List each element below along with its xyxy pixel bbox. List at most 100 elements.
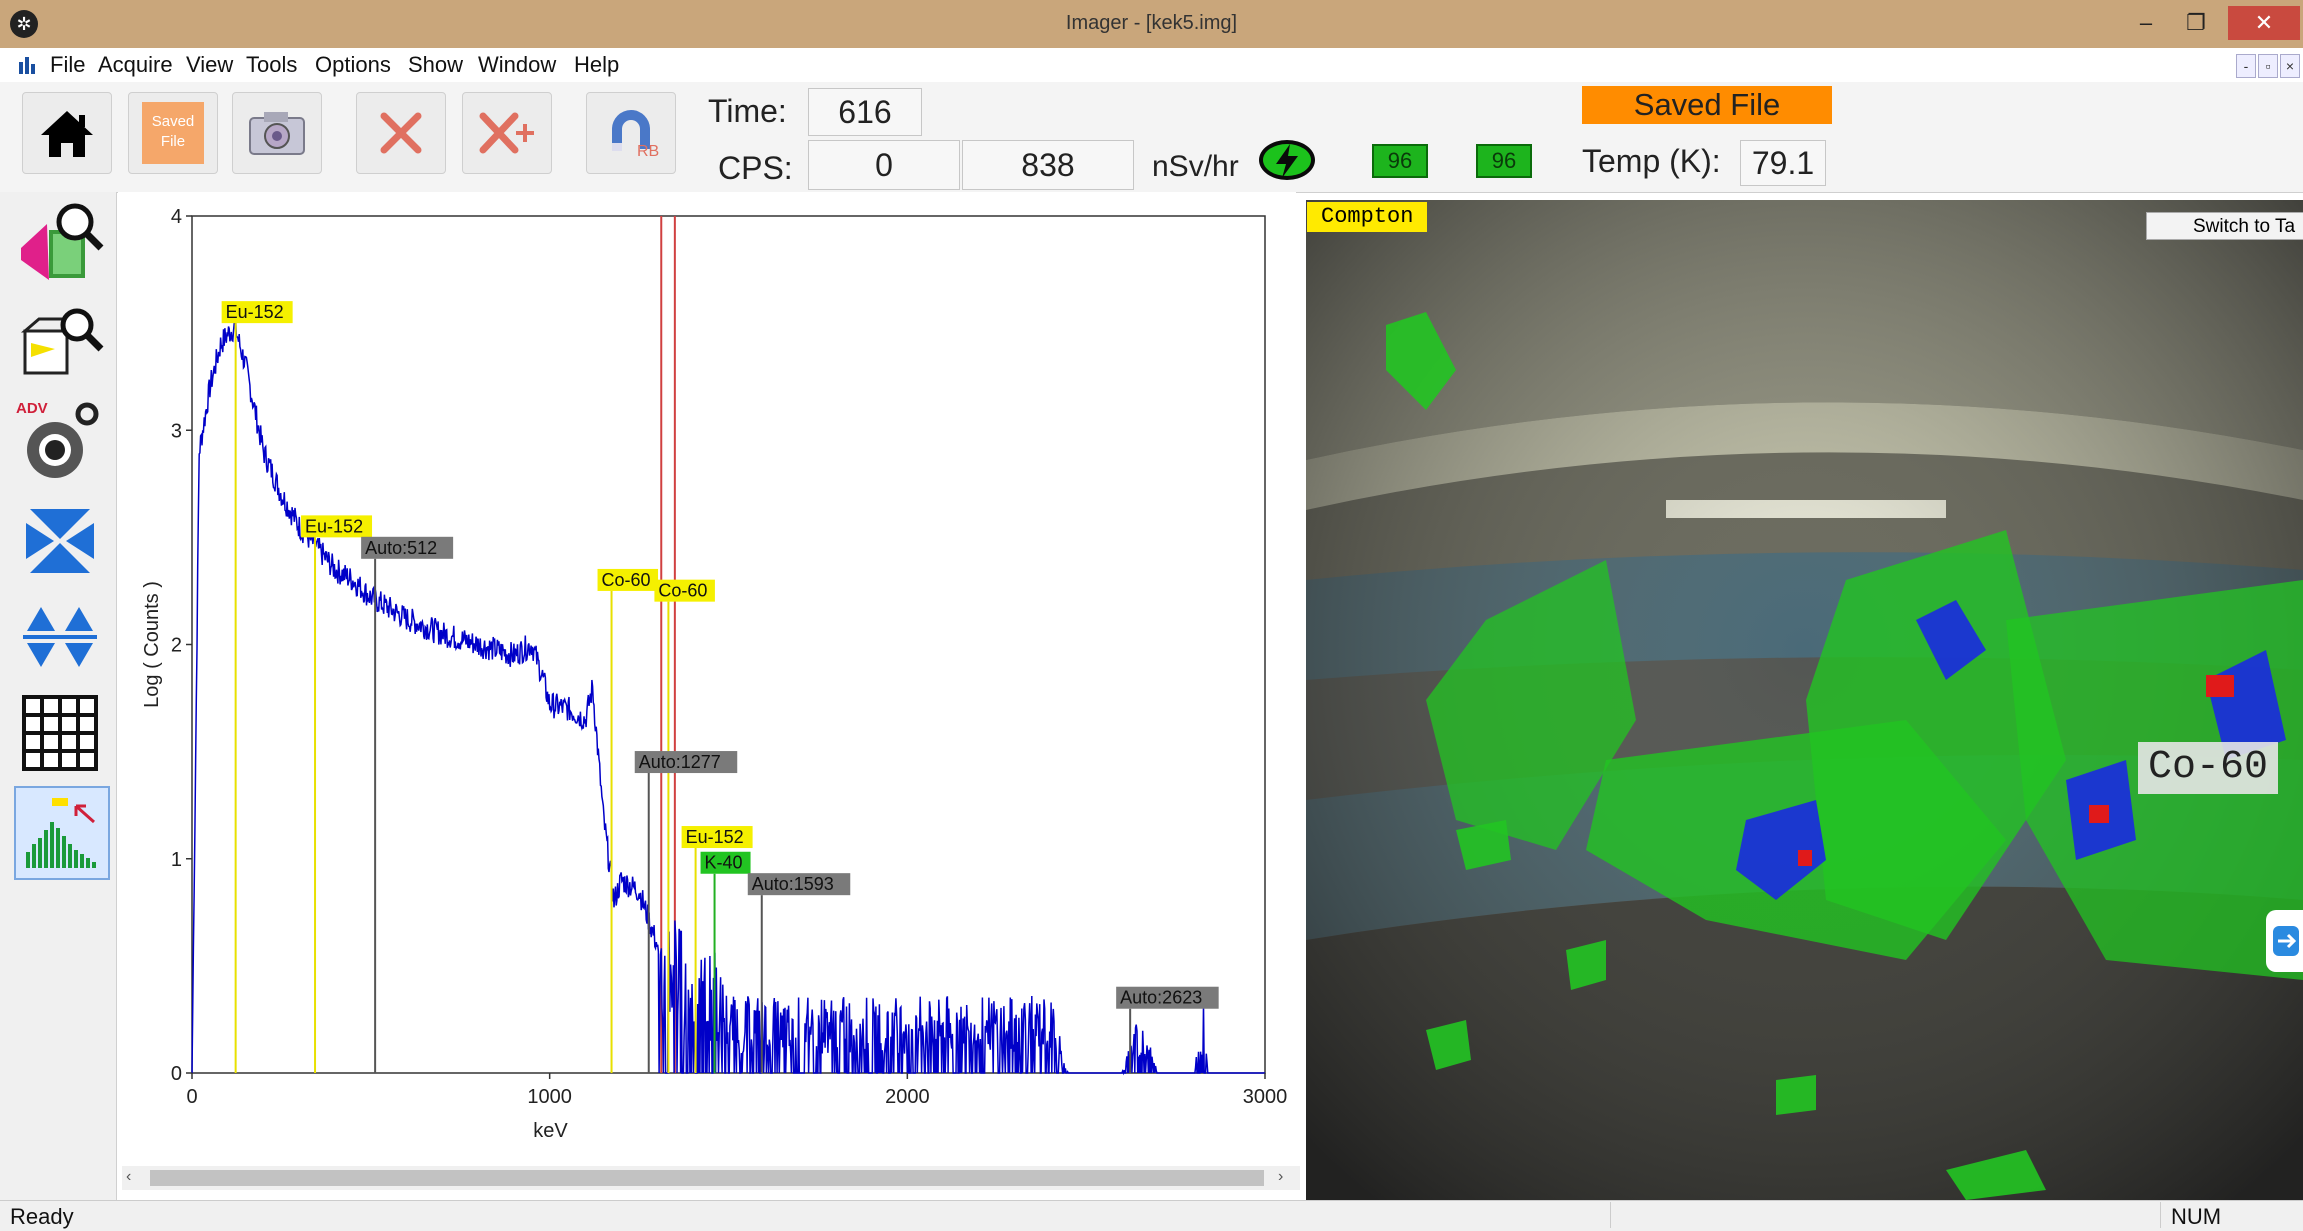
camera-button[interactable] (232, 92, 322, 174)
grid-icon (22, 695, 98, 771)
compton-image (1306, 200, 2303, 1200)
battery-indicator-1: 96 (1372, 144, 1428, 178)
status-bar (0, 1200, 2303, 1231)
x-tick-label: 1000 (527, 1086, 572, 1108)
spectrum-peaks-icon (26, 798, 96, 868)
saved-file-icon-line-2: File (160, 133, 186, 150)
close-button[interactable]: ✕ (2228, 6, 2300, 40)
spectrum-line (191, 318, 1265, 1076)
saved-file-button[interactable]: Saved File (128, 92, 218, 174)
delete-button[interactable] (356, 92, 446, 174)
time-label: Time: (708, 93, 787, 129)
delete-icon (380, 112, 422, 154)
battery-indicator-2: 96 (1476, 144, 1532, 178)
advanced-settings-icon (27, 402, 99, 478)
peak-marker-label-bg (597, 568, 659, 591)
magnet-rb-icon (612, 110, 650, 151)
restore-button[interactable]: ❐ (2186, 10, 2206, 35)
temp-value: 79.1 (1740, 140, 1826, 186)
mdi-close-button[interactable]: × (2280, 54, 2300, 78)
collapse-button[interactable] (14, 496, 106, 586)
minimize-button[interactable]: – (2139, 10, 2153, 35)
y-tick-label: 4 (171, 206, 182, 228)
compton-mode-label: Compton (1307, 202, 1428, 232)
peak-marker-label[interactable]: Eu-152 (305, 516, 363, 536)
spectrum-panel: Eu-152 Eu-152 Auto:512 Co-60 Co-60 Auto:1277 E… (118, 192, 1296, 1200)
app-icon[interactable]: ✲ (10, 10, 38, 38)
cps-label: CPS: (718, 150, 793, 186)
peak-marker-label[interactable]: Eu-152 (226, 302, 284, 322)
scroll-right-arrow[interactable]: › (1278, 1168, 1284, 1185)
advanced-settings-button[interactable]: ADV (14, 396, 106, 486)
peak-marker-label[interactable]: K-40 (705, 853, 743, 873)
menu-tools[interactable]: Tools (246, 52, 298, 77)
peak-marker-label-bg (700, 851, 751, 874)
title-bar (0, 0, 2303, 48)
peak-marker-label-bg (681, 826, 753, 849)
window-title: Imager - [kek5.img] (1065, 12, 1238, 34)
grid-button[interactable] (14, 688, 106, 778)
status-separator (1610, 1202, 1611, 1228)
side-tab-button[interactable] (2266, 910, 2303, 972)
camera-icon (249, 112, 305, 155)
magnet-rb-button[interactable]: RB (586, 92, 676, 174)
isotope-label: Co-60 (2138, 742, 2279, 794)
menu-bar (0, 48, 2303, 83)
box-search-button[interactable] (14, 296, 106, 386)
peak-marker-label[interactable]: Auto:512 (365, 538, 437, 558)
box-search-icon (20, 308, 104, 375)
saved-file-icon-line-1: Saved (151, 113, 195, 130)
peak-marker-label[interactable]: Co-60 (602, 570, 651, 590)
peak-marker-label[interactable]: Co-60 (658, 581, 707, 601)
plot-area (191, 215, 1266, 1074)
spectrum-peaks-button[interactable] (14, 786, 110, 880)
y-tick-label: 3 (171, 420, 182, 442)
expand-icon (23, 607, 97, 667)
menu-show[interactable]: Show (408, 52, 464, 77)
peak-marker-label-bg (361, 536, 454, 559)
peak-marker-label[interactable]: Auto:1593 (752, 874, 834, 894)
mdi-minimize-button[interactable]: - (2236, 54, 2256, 78)
menu-acquire[interactable]: Acquire (98, 52, 173, 77)
scroll-left-arrow[interactable]: ‹ (126, 1168, 132, 1185)
x-tick-label: 3000 (1243, 1086, 1288, 1108)
x-tick-label: 0 (186, 1086, 197, 1108)
compton-search-button[interactable] (14, 198, 106, 288)
home-icon (41, 111, 93, 157)
expand-button[interactable] (14, 592, 106, 682)
mdi-restore-button[interactable]: ▫ (2258, 54, 2278, 78)
menu-help[interactable]: Help (574, 52, 620, 77)
x-axis-label: keV (533, 1120, 568, 1142)
peak-marker-label-bg (654, 579, 715, 602)
compton-image-panel[interactable] (1306, 200, 2303, 1200)
peak-marker-label[interactable]: Auto:1277 (639, 752, 721, 772)
collapse-icon (26, 509, 94, 573)
document-icon (18, 54, 40, 74)
peak-marker-label[interactable]: Auto:2623 (1120, 988, 1202, 1008)
compton-search-icon (21, 203, 104, 280)
delete-add-icon (479, 112, 534, 154)
menu-file[interactable]: File (50, 52, 86, 77)
menu-options[interactable]: Options (315, 52, 391, 77)
rb-text: RB (637, 143, 660, 160)
scrollbar-thumb[interactable] (150, 1170, 1264, 1186)
y-tick-label: 0 (171, 1063, 182, 1085)
saved-file-icon: Saved File (142, 102, 204, 164)
peak-marker-label-bg (1116, 986, 1219, 1009)
spectrum-chart[interactable]: Eu-152Eu-152Auto:512Co-60Co-60Auto:1277E… (118, 192, 1296, 1200)
menu-view[interactable]: View (186, 52, 234, 77)
status-text: Ready (10, 1204, 74, 1229)
power-status-icon (1256, 138, 1318, 182)
home-button[interactable] (22, 92, 112, 174)
y-axis-label: Log ( Counts ) (141, 581, 163, 708)
menu-window[interactable]: Window (478, 52, 557, 77)
saved-file-banner: Saved File (1582, 86, 1832, 124)
status-separator (2160, 1202, 2161, 1228)
delete-add-button[interactable] (462, 92, 552, 174)
y-tick-label: 1 (171, 849, 182, 871)
count-value: 838 (962, 140, 1134, 190)
peak-marker-label[interactable]: Eu-152 (686, 827, 744, 847)
peak-marker-label-bg (747, 873, 851, 896)
x-tick-label: 2000 (885, 1086, 930, 1108)
switch-view-button[interactable]: Switch to Ta (2146, 212, 2303, 240)
